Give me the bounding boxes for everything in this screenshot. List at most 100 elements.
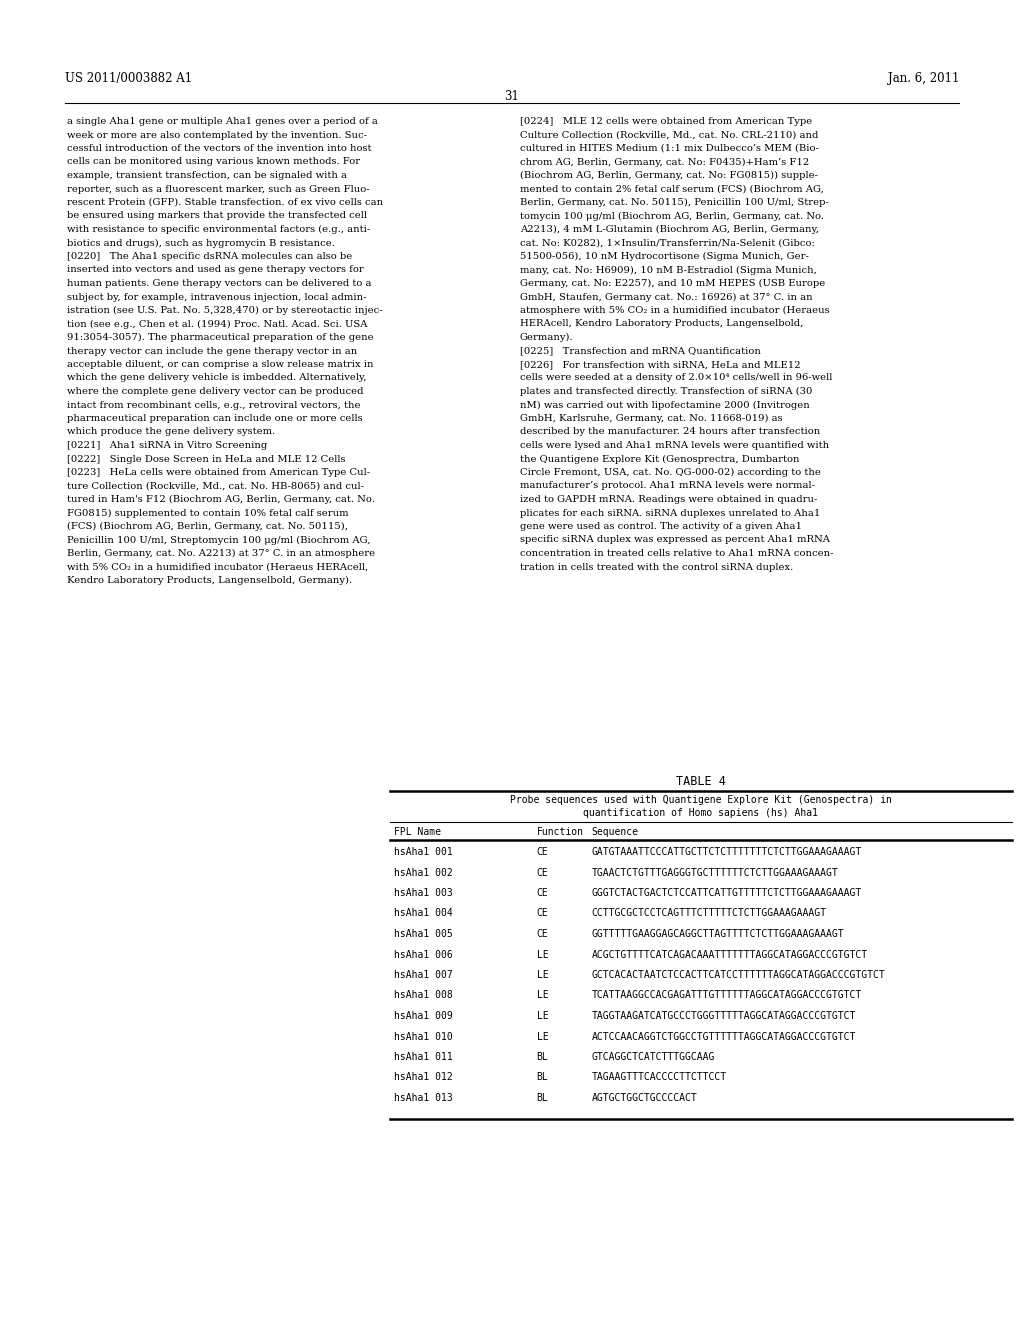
Text: hsAha1 008: hsAha1 008	[394, 990, 453, 1001]
Text: LE: LE	[537, 1031, 548, 1041]
Text: cells were seeded at a density of 2.0×10⁴ cells/well in 96-well: cells were seeded at a density of 2.0×10…	[520, 374, 833, 383]
Text: Jan. 6, 2011: Jan. 6, 2011	[888, 73, 959, 84]
Text: Probe sequences used with Quantigene Explore Kit (Genospectra) in: Probe sequences used with Quantigene Exp…	[510, 795, 892, 805]
Text: Germany).: Germany).	[520, 333, 573, 342]
Text: HERAcell, Kendro Laboratory Products, Langenselbold,: HERAcell, Kendro Laboratory Products, La…	[520, 319, 804, 329]
Text: quantification of Homo sapiens (hs) Aha1: quantification of Homo sapiens (hs) Aha1	[584, 808, 818, 818]
Text: which produce the gene delivery system.: which produce the gene delivery system.	[67, 428, 275, 437]
Text: (FCS) (Biochrom AG, Berlin, Germany, cat. No. 50115),: (FCS) (Biochrom AG, Berlin, Germany, cat…	[67, 521, 348, 531]
Text: Germany, cat. No: E2257), and 10 mM HEPES (USB Europe: Germany, cat. No: E2257), and 10 mM HEPE…	[520, 279, 825, 288]
Text: cells can be monitored using various known methods. For: cells can be monitored using various kno…	[67, 157, 360, 166]
Text: 51500-056), 10 nM Hydrocortisone (Sigma Munich, Ger-: 51500-056), 10 nM Hydrocortisone (Sigma …	[520, 252, 809, 261]
Text: ture Collection (Rockville, Md., cat. No. HB-8065) and cul-: ture Collection (Rockville, Md., cat. No…	[67, 482, 364, 491]
Text: concentration in treated cells relative to Aha1 mRNA concen-: concentration in treated cells relative …	[520, 549, 834, 558]
Text: reporter, such as a fluorescent marker, such as Green Fluo-: reporter, such as a fluorescent marker, …	[67, 185, 370, 194]
Text: GmbH, Karlsruhe, Germany, cat. No. 11668-019) as: GmbH, Karlsruhe, Germany, cat. No. 11668…	[520, 414, 782, 424]
Text: hsAha1 007: hsAha1 007	[394, 970, 453, 979]
Text: TAGAAGTTTCACCCCTTCTTCCT: TAGAAGTTTCACCCCTTCTTCCT	[592, 1072, 727, 1082]
Text: hsAha1 010: hsAha1 010	[394, 1031, 453, 1041]
Text: plates and transfected directly. Transfection of siRNA (30: plates and transfected directly. Transfe…	[520, 387, 812, 396]
Text: [0222]   Single Dose Screen in HeLa and MLE 12 Cells: [0222] Single Dose Screen in HeLa and ML…	[67, 454, 345, 463]
Text: Circle Fremont, USA, cat. No. QG-000-02) according to the: Circle Fremont, USA, cat. No. QG-000-02)…	[520, 469, 821, 477]
Text: BL: BL	[537, 1093, 548, 1104]
Text: AGTGCTGGCTGCCCCACT: AGTGCTGGCTGCCCCACT	[592, 1093, 697, 1104]
Text: GGTTTTTGAAGGAGCAGGCTTAGTTTTCTCTTGGAAAGAAAGT: GGTTTTTGAAGGAGCAGGCTTAGTTTTCTCTTGGAAAGAA…	[592, 929, 845, 939]
Text: nM) was carried out with lipofectamine 2000 (Invitrogen: nM) was carried out with lipofectamine 2…	[520, 400, 810, 409]
Text: Penicillin 100 U/ml, Streptomycin 100 μg/ml (Biochrom AG,: Penicillin 100 U/ml, Streptomycin 100 μg…	[67, 536, 371, 545]
Text: US 2011/0003882 A1: US 2011/0003882 A1	[65, 73, 193, 84]
Text: hsAha1 013: hsAha1 013	[394, 1093, 453, 1104]
Text: Kendro Laboratory Products, Langenselbold, Germany).: Kendro Laboratory Products, Langenselbol…	[67, 576, 352, 585]
Text: GATGTAAATTCCCATTGCTTCTCTTTTTTTCTCTTGGAAAGAAAGT: GATGTAAATTCCCATTGCTTCTCTTTTTTTCTCTTGGAAA…	[592, 847, 862, 857]
Text: tomycin 100 μg/ml (Biochrom AG, Berlin, Germany, cat. No.: tomycin 100 μg/ml (Biochrom AG, Berlin, …	[520, 211, 824, 220]
Text: where the complete gene delivery vector can be produced: where the complete gene delivery vector …	[67, 387, 364, 396]
Text: CE: CE	[537, 847, 548, 857]
Text: CE: CE	[537, 888, 548, 898]
Text: [0225]   Transfection and mRNA Quantification: [0225] Transfection and mRNA Quantificat…	[520, 346, 761, 355]
Text: example, transient transfection, can be signaled with a: example, transient transfection, can be …	[67, 172, 347, 180]
Text: Function: Function	[537, 828, 584, 837]
Text: hsAha1 006: hsAha1 006	[394, 949, 453, 960]
Text: TABLE 4: TABLE 4	[676, 775, 726, 788]
Text: [0223]   HeLa cells were obtained from American Type Cul-: [0223] HeLa cells were obtained from Ame…	[67, 469, 370, 477]
Text: GGGTCTACTGACTCTCCATTCATTGTTTTTCTCTTGGAAAGAAAGT: GGGTCTACTGACTCTCCATTCATTGTTTTTCTCTTGGAAA…	[592, 888, 862, 898]
Text: biotics and drugs), such as hygromycin B resistance.: biotics and drugs), such as hygromycin B…	[67, 239, 335, 248]
Text: [0226]   For transfection with siRNA, HeLa and MLE12: [0226] For transfection with siRNA, HeLa…	[520, 360, 801, 370]
Text: with resistance to specific environmental factors (e.g., anti-: with resistance to specific environmenta…	[67, 224, 371, 234]
Text: hsAha1 009: hsAha1 009	[394, 1011, 453, 1020]
Text: FG0815) supplemented to contain 10% fetal calf serum: FG0815) supplemented to contain 10% feta…	[67, 508, 348, 517]
Text: FPL Name: FPL Name	[394, 828, 441, 837]
Text: ACTCCAACAGGTCTGGCCTGTTTTTTAGGCATAGGACCCGTGTCT: ACTCCAACAGGTCTGGCCTGTTTTTTAGGCATAGGACCCG…	[592, 1031, 856, 1041]
Text: inserted into vectors and used as gene therapy vectors for: inserted into vectors and used as gene t…	[67, 265, 364, 275]
Text: ACGCTGTTTTCATCAGACAAATTTTTTTAGGCATAGGACCCGTGTCT: ACGCTGTTTTCATCAGACAAATTTTTTTAGGCATAGGACC…	[592, 949, 868, 960]
Text: [0221]   Aha1 siRNA in Vitro Screening: [0221] Aha1 siRNA in Vitro Screening	[67, 441, 267, 450]
Text: plicates for each siRNA. siRNA duplexes unrelated to Aha1: plicates for each siRNA. siRNA duplexes …	[520, 508, 820, 517]
Text: A2213), 4 mM L-Glutamin (Biochrom AG, Berlin, Germany,: A2213), 4 mM L-Glutamin (Biochrom AG, Be…	[520, 224, 819, 234]
Text: intact from recombinant cells, e.g., retroviral vectors, the: intact from recombinant cells, e.g., ret…	[67, 400, 360, 409]
Text: Sequence: Sequence	[592, 828, 639, 837]
Text: Berlin, Germany, cat. No. A2213) at 37° C. in an atmosphere: Berlin, Germany, cat. No. A2213) at 37° …	[67, 549, 375, 558]
Text: LE: LE	[537, 1011, 548, 1020]
Text: tured in Ham's F12 (Biochrom AG, Berlin, Germany, cat. No.: tured in Ham's F12 (Biochrom AG, Berlin,…	[67, 495, 375, 504]
Text: cultured in HITES Medium (1:1 mix Dulbecco’s MEM (Bio-: cultured in HITES Medium (1:1 mix Dulbec…	[520, 144, 819, 153]
Text: TAGGTAAGATCATGCCCTGGGTTTTTAGGCATAGGACCCGTGTCT: TAGGTAAGATCATGCCCTGGGTTTTTAGGCATAGGACCCG…	[592, 1011, 856, 1020]
Text: which the gene delivery vehicle is imbedded. Alternatively,: which the gene delivery vehicle is imbed…	[67, 374, 367, 383]
Text: mented to contain 2% fetal calf serum (FCS) (Biochrom AG,: mented to contain 2% fetal calf serum (F…	[520, 185, 824, 194]
Text: with 5% CO₂ in a humidified incubator (Heraeus HERAcell,: with 5% CO₂ in a humidified incubator (H…	[67, 562, 369, 572]
Text: acceptable diluent, or can comprise a slow release matrix in: acceptable diluent, or can comprise a sl…	[67, 360, 374, 370]
Text: 91:3054-3057). The pharmaceutical preparation of the gene: 91:3054-3057). The pharmaceutical prepar…	[67, 333, 374, 342]
Text: human patients. Gene therapy vectors can be delivered to a: human patients. Gene therapy vectors can…	[67, 279, 372, 288]
Text: manufacturer’s protocol. Aha1 mRNA levels were normal-: manufacturer’s protocol. Aha1 mRNA level…	[520, 482, 815, 491]
Text: chrom AG, Berlin, Germany, cat. No: F0435)+Ham’s F12: chrom AG, Berlin, Germany, cat. No: F043…	[520, 157, 809, 166]
Text: CE: CE	[537, 908, 548, 919]
Text: CE: CE	[537, 929, 548, 939]
Text: GmbH, Staufen, Germany cat. No.: 16926) at 37° C. in an: GmbH, Staufen, Germany cat. No.: 16926) …	[520, 293, 813, 302]
Text: LE: LE	[537, 949, 548, 960]
Text: hsAha1 005: hsAha1 005	[394, 929, 453, 939]
Text: gene were used as control. The activity of a given Aha1: gene were used as control. The activity …	[520, 521, 802, 531]
Text: cells were lysed and Aha1 mRNA levels were quantified with: cells were lysed and Aha1 mRNA levels we…	[520, 441, 829, 450]
Text: TGAACTCTGTTTGAGGGTGCTTTTTTCTCTTGGAAAGAAAGT: TGAACTCTGTTTGAGGGTGCTTTTTTCTCTTGGAAAGAAA…	[592, 867, 839, 878]
Text: pharmaceutical preparation can include one or more cells: pharmaceutical preparation can include o…	[67, 414, 362, 422]
Text: rescent Protein (GFP). Stable transfection. of ex vivo cells can: rescent Protein (GFP). Stable transfecti…	[67, 198, 383, 207]
Text: the Quantigene Explore Kit (Genosprectra, Dumbarton: the Quantigene Explore Kit (Genosprectra…	[520, 454, 800, 463]
Text: istration (see U.S. Pat. No. 5,328,470) or by stereotactic injec-: istration (see U.S. Pat. No. 5,328,470) …	[67, 306, 383, 315]
Text: GCTCACACTAATCTCCACTTCATCCTTTTTTAGGCATAGGACCCGTGTCT: GCTCACACTAATCTCCACTTCATCCTTTTTTAGGCATAGG…	[592, 970, 886, 979]
Text: cat. No: K0282), 1×Insulin/Transferrin/Na-Selenit (Gibco:: cat. No: K0282), 1×Insulin/Transferrin/N…	[520, 239, 815, 248]
Text: hsAha1 012: hsAha1 012	[394, 1072, 453, 1082]
Text: hsAha1 003: hsAha1 003	[394, 888, 453, 898]
Text: be ensured using markers that provide the transfected cell: be ensured using markers that provide th…	[67, 211, 367, 220]
Text: CCTTGCGCTCCTCAGTTTCTTTTTCTCTTGGAAAGAAAGT: CCTTGCGCTCCTCAGTTTCTTTTTCTCTTGGAAAGAAAGT	[592, 908, 826, 919]
Text: [0220]   The Aha1 specific dsRNA molecules can also be: [0220] The Aha1 specific dsRNA molecules…	[67, 252, 352, 261]
Text: week or more are also contemplated by the invention. Suc-: week or more are also contemplated by th…	[67, 131, 367, 140]
Text: hsAha1 002: hsAha1 002	[394, 867, 453, 878]
Text: hsAha1 011: hsAha1 011	[394, 1052, 453, 1063]
Text: BL: BL	[537, 1052, 548, 1063]
Text: (Biochrom AG, Berlin, Germany, cat. No: FG0815)) supple-: (Biochrom AG, Berlin, Germany, cat. No: …	[520, 172, 818, 180]
Text: TCATTAAGGCCACGAGATTTGTTTTTTAGGCATAGGACCCGTGTCT: TCATTAAGGCCACGAGATTTGTTTTTTAGGCATAGGACCC…	[592, 990, 862, 1001]
Text: atmosphere with 5% CO₂ in a humidified incubator (Heraeus: atmosphere with 5% CO₂ in a humidified i…	[520, 306, 829, 315]
Text: cessful introduction of the vectors of the invention into host: cessful introduction of the vectors of t…	[67, 144, 372, 153]
Text: therapy vector can include the gene therapy vector in an: therapy vector can include the gene ther…	[67, 346, 357, 355]
Text: BL: BL	[537, 1072, 548, 1082]
Text: described by the manufacturer. 24 hours after transfection: described by the manufacturer. 24 hours …	[520, 428, 820, 437]
